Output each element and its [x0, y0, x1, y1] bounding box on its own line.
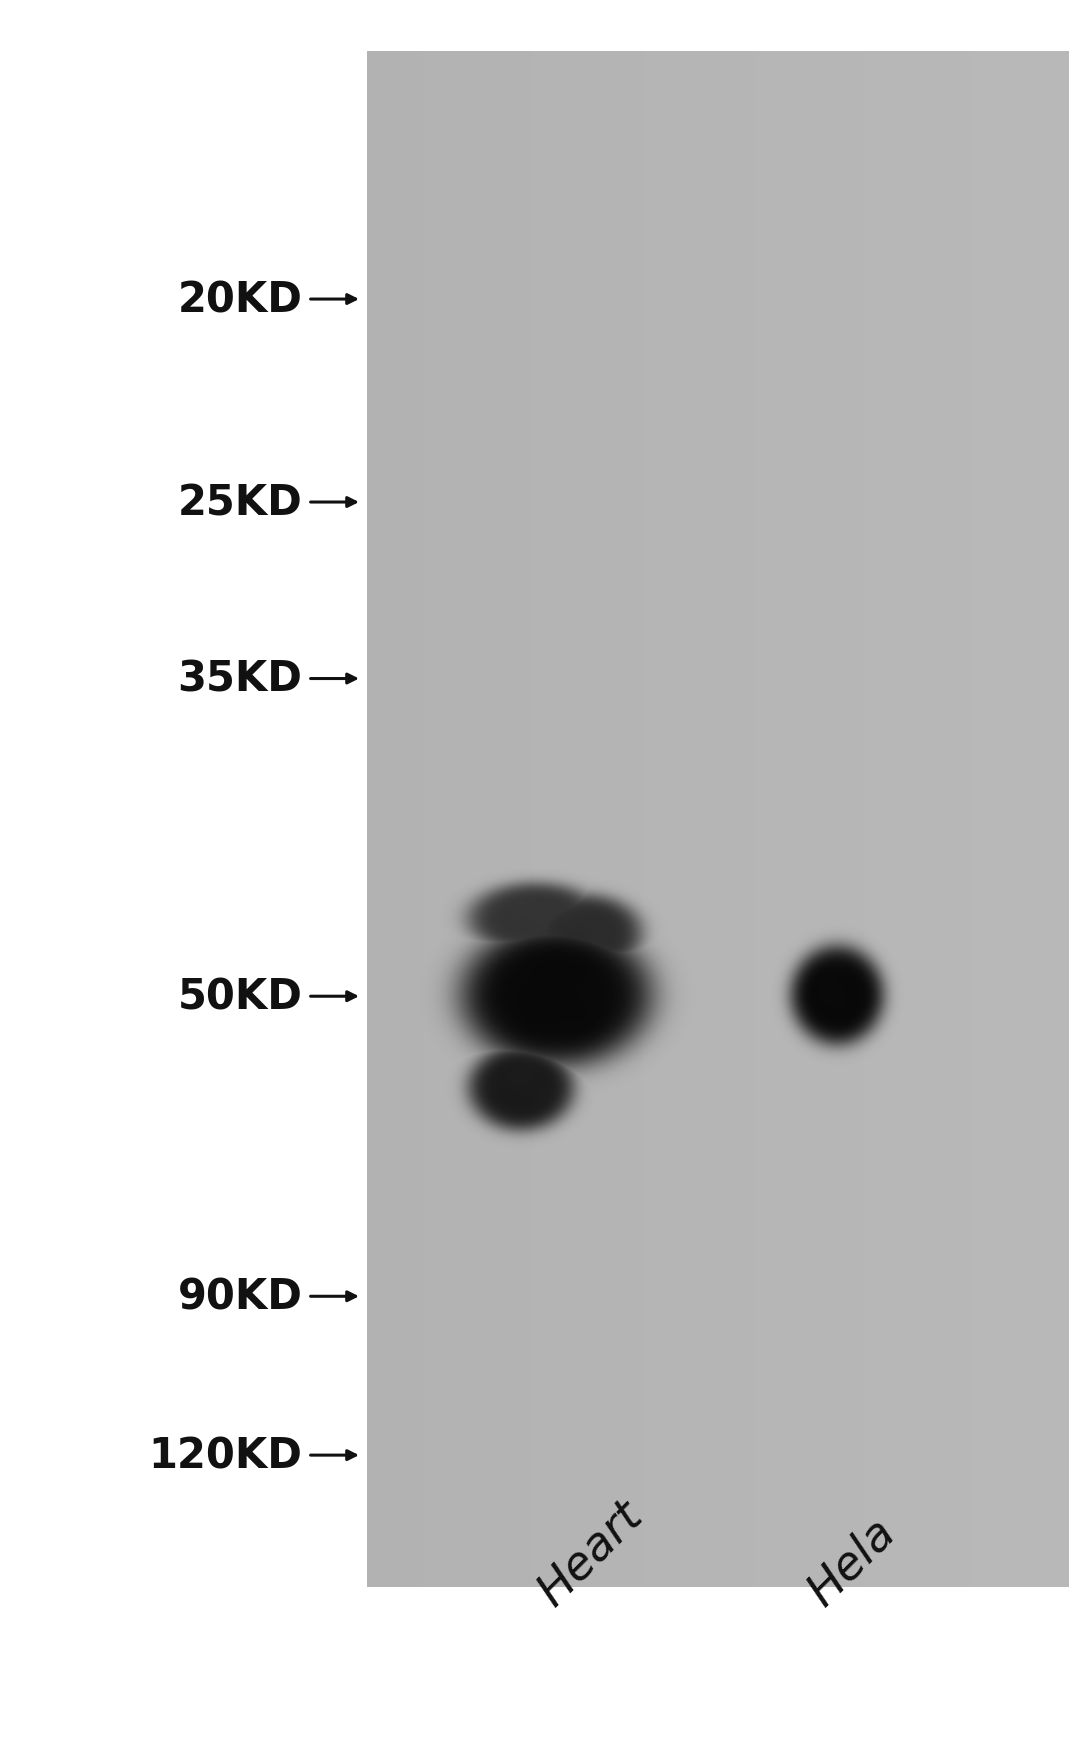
- Text: 50KD: 50KD: [177, 975, 302, 1018]
- Text: 120KD: 120KD: [149, 1434, 302, 1476]
- Text: Heart: Heart: [530, 1492, 652, 1614]
- Text: Hela: Hela: [800, 1508, 905, 1614]
- Text: 20KD: 20KD: [177, 279, 302, 321]
- Text: 35KD: 35KD: [177, 658, 302, 700]
- Text: 25KD: 25KD: [177, 482, 302, 524]
- Text: 90KD: 90KD: [177, 1275, 302, 1318]
